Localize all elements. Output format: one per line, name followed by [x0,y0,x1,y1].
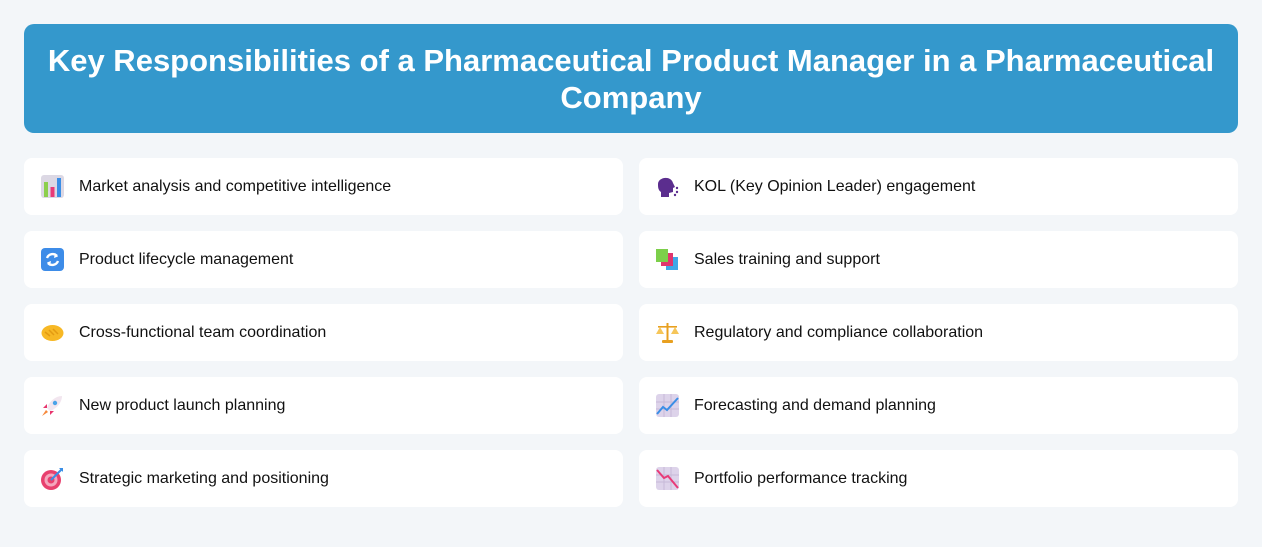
page: Key Responsibilities of a Pharmaceutical… [24,24,1238,507]
item-label: Portfolio performance tracking [694,469,908,487]
chart-decreasing-icon [655,466,680,491]
item-label: Regulatory and compliance collaboration [694,323,984,341]
refresh-arrows-icon [40,247,65,272]
list-item: Cross-functional team coordination [24,304,623,361]
speaking-head-icon [655,174,680,199]
responsibilities-grid: Market analysis and competitive intellig… [24,158,1238,507]
list-item: Forecasting and demand planning [639,377,1238,434]
books-icon [655,247,680,272]
list-item: Market analysis and competitive intellig… [24,158,623,215]
bar-chart-icon [40,174,65,199]
item-label: Market analysis and competitive intellig… [79,177,392,195]
item-label: Product lifecycle management [79,250,294,268]
list-item: Sales training and support [639,231,1238,288]
chart-increasing-icon [655,393,680,418]
item-label: New product launch planning [79,396,286,414]
list-item: New product launch planning [24,377,623,434]
item-label: Strategic marketing and positioning [79,469,329,487]
item-label: KOL (Key Opinion Leader) engagement [694,177,976,195]
rocket-icon [40,393,65,418]
list-item: Strategic marketing and positioning [24,450,623,507]
handshake-icon [40,320,65,345]
item-label: Cross-functional team coordination [79,323,327,341]
target-icon [40,466,65,491]
item-label: Forecasting and demand planning [694,396,936,414]
list-item: Regulatory and compliance collaboration [639,304,1238,361]
header-banner: Key Responsibilities of a Pharmaceutical… [24,24,1238,133]
list-item: Portfolio performance tracking [639,450,1238,507]
list-item: KOL (Key Opinion Leader) engagement [639,158,1238,215]
item-label: Sales training and support [694,250,880,268]
page-title: Key Responsibilities of a Pharmaceutical… [47,42,1215,115]
balance-scale-icon [655,320,680,345]
list-item: Product lifecycle management [24,231,623,288]
